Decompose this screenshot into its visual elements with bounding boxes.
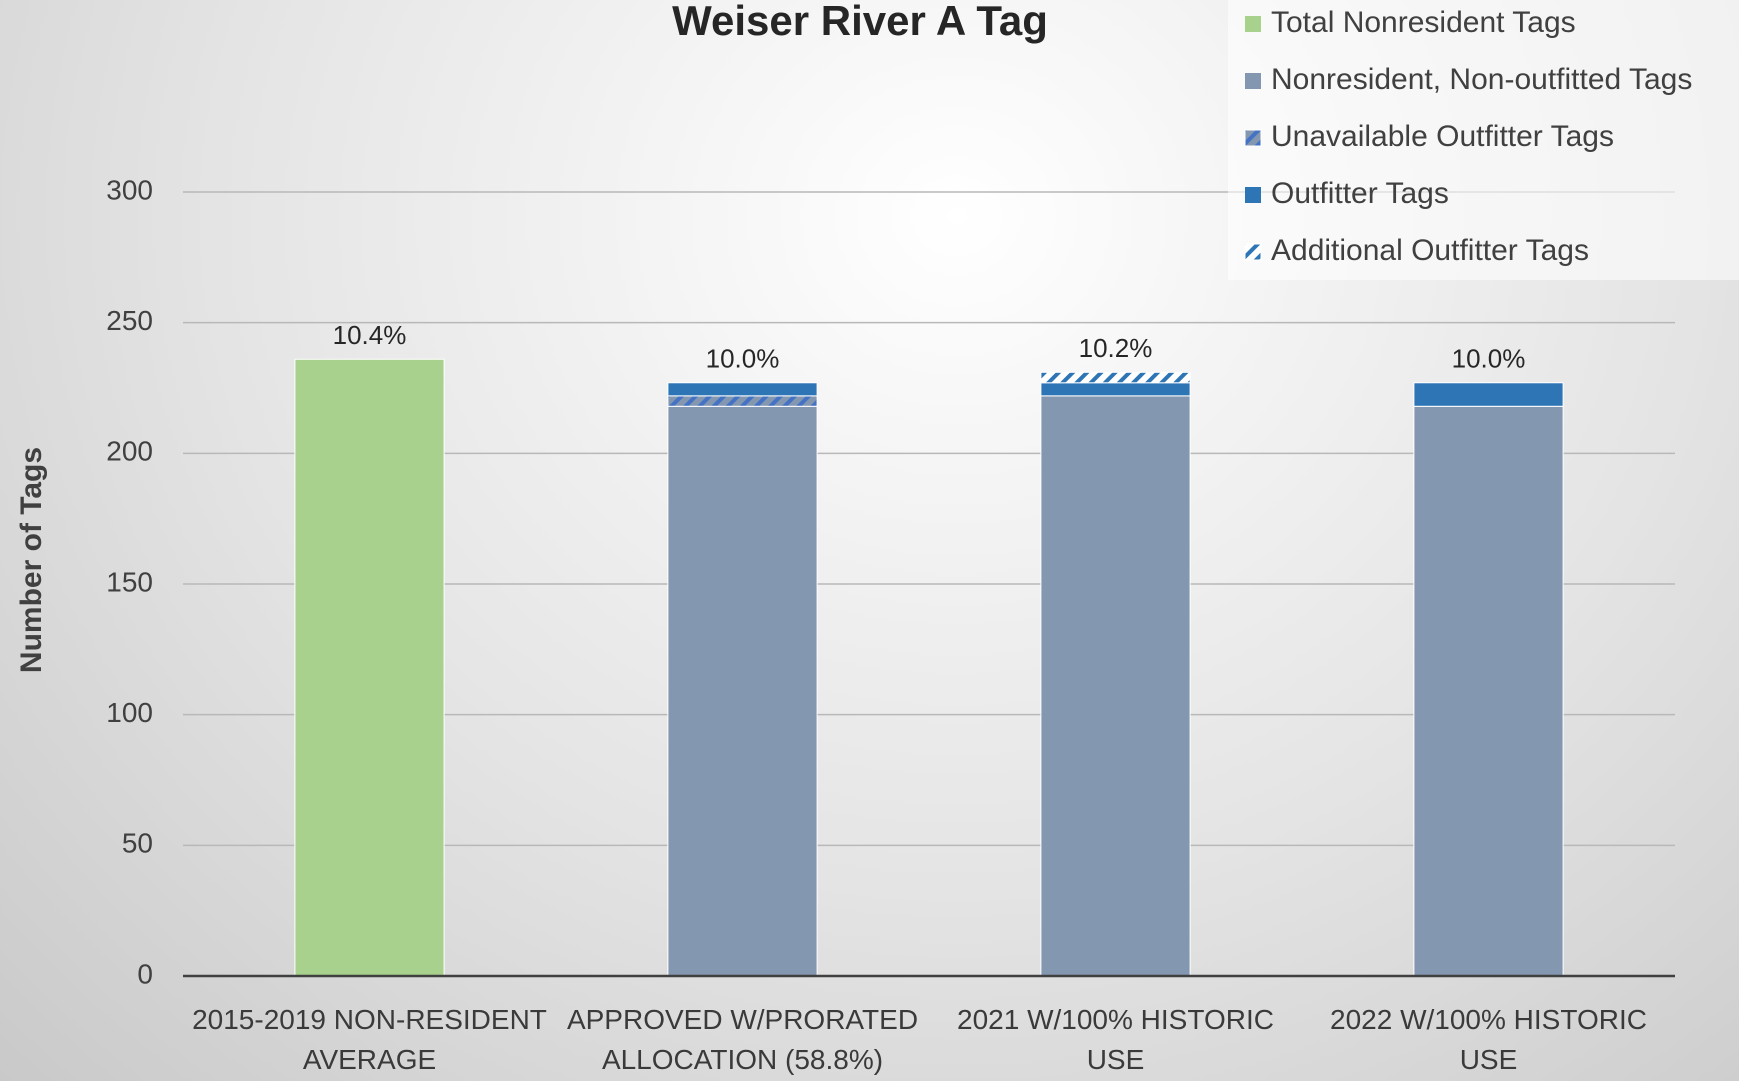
bar-label: 10.2% <box>1079 333 1153 363</box>
x-tick-label-box: 2022 W/100% HISTORIC USE <box>1330 1004 1647 1075</box>
bar-segment <box>1040 371 1191 384</box>
x-tick-label: 2021 W/100% HISTORIC USE <box>957 1004 1274 1075</box>
x-tick-label: 2015-2019 NON-RESIDENT AVERAGE <box>192 1004 547 1075</box>
x-tick-label-box: 2015-2019 NON-RESIDENT AVERAGE <box>192 1004 547 1075</box>
legend-label: Unavailable Outfitter Tags <box>1271 120 1614 153</box>
legend-box <box>1228 0 1739 280</box>
bar-segment <box>1040 382 1191 397</box>
chart-title: Weiser River A Tag <box>672 0 1048 44</box>
y-axis-title: Number of Tags <box>15 447 48 673</box>
y-tick-label: 50 <box>122 828 153 859</box>
bar-segment <box>1040 395 1191 977</box>
y-tick-label: 0 <box>137 958 153 989</box>
y-tick-label: 150 <box>106 566 153 597</box>
bar-segment <box>667 405 818 977</box>
x-tick-label: 2022 W/100% HISTORIC USE <box>1330 1004 1647 1075</box>
y-tick-label: 200 <box>106 436 153 467</box>
x-tick-label-box: APPROVED W/PRORATED ALLOCATION (58.8%) <box>566 1004 919 1075</box>
bar-segment <box>1413 405 1564 977</box>
x-tick-label-box: 2021 W/100% HISTORIC USE <box>957 1004 1274 1075</box>
bar-segment <box>1413 382 1564 407</box>
bar-segment <box>294 358 445 977</box>
x-tick-label: APPROVED W/PRORATED ALLOCATION (58.8%) <box>566 1004 919 1075</box>
y-tick-label: 100 <box>106 697 153 728</box>
legend-swatch <box>1245 73 1261 89</box>
legend-swatch <box>1245 187 1261 203</box>
legend-swatch <box>1245 16 1261 32</box>
bar-label: 10.4% <box>333 320 407 350</box>
legend-swatch <box>1244 129 1262 147</box>
y-tick-label: 250 <box>106 305 153 336</box>
legend-label: Additional Outfitter Tags <box>1271 234 1589 267</box>
legend-label: Nonresident, Non-outfitted Tags <box>1271 63 1692 96</box>
bar-segment <box>667 382 818 397</box>
y-tick-label: 300 <box>106 174 153 205</box>
bar-label: 10.0% <box>706 344 780 374</box>
legend-label: Outfitter Tags <box>1271 177 1449 210</box>
legend-label: Total Nonresident Tags <box>1271 6 1576 39</box>
bar-label: 10.0% <box>1452 344 1526 374</box>
bar-segment <box>667 395 818 407</box>
legend-swatch <box>1244 243 1262 261</box>
